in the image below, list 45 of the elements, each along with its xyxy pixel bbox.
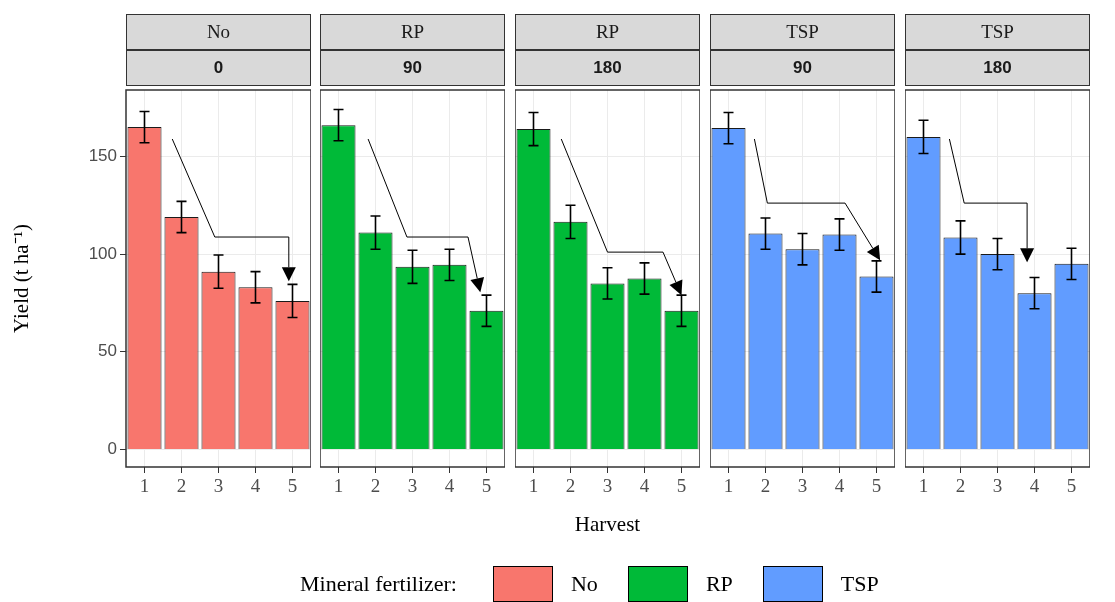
x-tick-label: 5 — [1066, 475, 1077, 497]
y-tick-label: 150 — [88, 146, 117, 166]
y-tick-label: 50 — [98, 341, 117, 361]
chart-title: RP — [320, 14, 505, 50]
x-tick-label: 2 — [176, 475, 187, 497]
text: No — [570, 571, 598, 597]
x-tick-label: 5 — [287, 475, 298, 497]
x-tick-label: 1 — [723, 475, 734, 497]
chart-subtitle: 180 — [515, 50, 700, 86]
legend-title: Mineral fertilizer: — [300, 571, 457, 597]
x-tick-label: 1 — [918, 475, 929, 497]
x-tick-label: 5 — [676, 475, 687, 497]
x-tick-label: 3 — [992, 475, 1003, 497]
x-tick-label: 3 — [602, 475, 613, 497]
y-tick-label: 100 — [88, 243, 117, 263]
x-tick-label: 4 — [444, 475, 455, 497]
text: TSP — [840, 571, 879, 597]
x-tick-label: 3 — [407, 475, 418, 497]
x-tick-label: 5 — [481, 475, 492, 497]
x-tick-label: 2 — [760, 475, 771, 497]
chart-subtitle: 90 — [320, 50, 505, 86]
x-tick-label: 4 — [250, 475, 261, 497]
text: RP — [705, 571, 733, 597]
chart-subtitle: 180 — [905, 50, 1090, 86]
x-tick-label: 2 — [565, 475, 576, 497]
x-axis-title: Harvest — [574, 511, 641, 536]
chart-title: RP — [515, 14, 700, 50]
x-tick-label: 1 — [139, 475, 150, 497]
chart-subtitle: 90 — [710, 50, 895, 86]
x-tick-label: 3 — [797, 475, 808, 497]
chart-title: TSP — [905, 14, 1090, 50]
chart-title: TSP — [710, 14, 895, 50]
x-tick-label: 2 — [955, 475, 966, 497]
x-tick-label: 4 — [1029, 475, 1040, 497]
x-tick-label: 1 — [528, 475, 539, 497]
x-tick-label: 3 — [213, 475, 224, 497]
chart-subtitle: 0 — [126, 50, 311, 86]
x-tick-label: 1 — [333, 475, 344, 497]
y-tick-label: 0 — [107, 439, 117, 459]
x-tick-label: 5 — [871, 475, 882, 497]
x-tick-label: 4 — [834, 475, 845, 497]
x-tick-label: 4 — [639, 475, 650, 497]
chart-title: No — [126, 14, 311, 50]
x-tick-label: 2 — [370, 475, 381, 497]
y-axis-title: Yield (t ha⁻¹) — [9, 224, 34, 333]
